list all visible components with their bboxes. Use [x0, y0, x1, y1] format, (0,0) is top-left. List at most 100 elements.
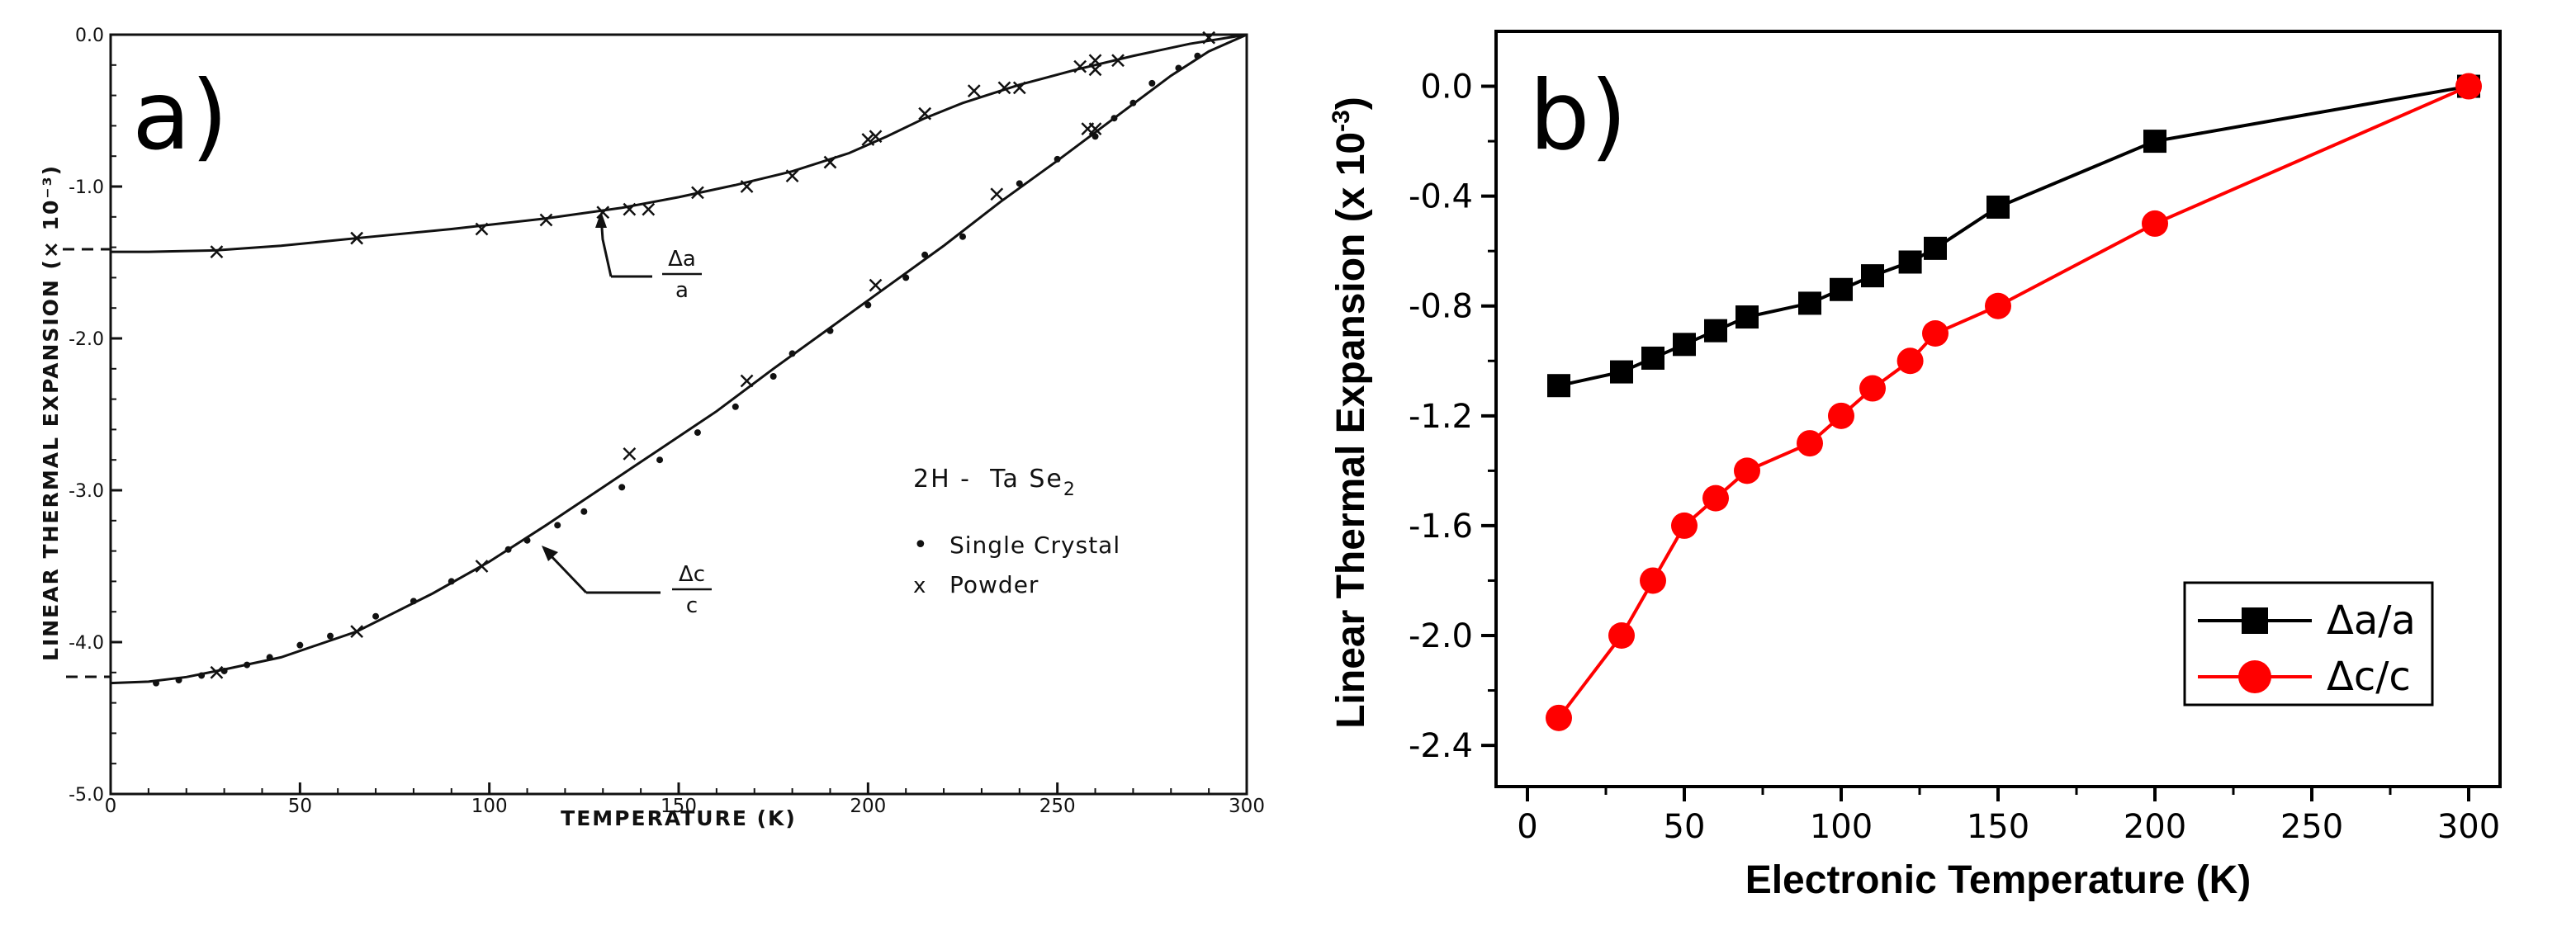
panel-a-single-crystal-point: [1110, 115, 1118, 122]
legend-delta-a-label: Δa/a: [2327, 598, 2416, 644]
panel-b-x-tick-label: 300: [2437, 808, 2500, 846]
panel-a-label: a): [132, 60, 228, 172]
panel-b-delta-c-point: [1734, 457, 1760, 484]
panel-a-x-tick-label: 300: [1229, 796, 1265, 817]
panel-a-single-crystal-point: [1129, 99, 1137, 106]
panel-b: b) 0 50 100 150 200 250 300 0.0 -0.4 -0.8 -1.2 -1.6…: [1328, 30, 2502, 902]
panel-a-powder-point: [1088, 63, 1102, 77]
panel-b-x-tick-label: 50: [1664, 808, 1706, 846]
panel-b-delta-c-point: [1546, 704, 1572, 731]
panel-a: a) 0 50 100 150 200 250 300 0.0 -1.0 -2.0 -3.0 -4.0…: [39, 26, 1265, 830]
panel-b-y-tick-label: -1.6: [1409, 508, 1473, 546]
panel-b-x-tick-label: 100: [1810, 808, 1873, 846]
panel-b-y-tick-label: 0.0: [1420, 69, 1473, 106]
panel-a-single-crystal-point: [447, 578, 455, 585]
legend-title-text: 2H - Ta Se: [913, 465, 1063, 494]
panel-b-delta-c-point: [1702, 484, 1729, 512]
panel-a-powder-point: [869, 130, 883, 144]
panel-a-y-tick-label: -4.0: [69, 633, 104, 654]
panel-b-delta-a-point: [1898, 250, 1922, 274]
panel-a-powder-point: [210, 665, 224, 679]
panel-b-delta-a-point: [1986, 195, 2010, 219]
legend-delta-c-label: Δc/c: [2327, 654, 2411, 700]
panel-b-delta-a-point: [1798, 291, 1821, 315]
panel-a-x-tick-label: 50: [288, 796, 312, 817]
panel-a-single-crystal-point: [618, 484, 626, 491]
panel-a-single-crystal-point: [175, 677, 182, 683]
panel-b-y-tick-label: -1.2: [1409, 398, 1473, 436]
panel-a-powder-point: [997, 81, 1011, 95]
panel-a-single-crystal-point: [694, 429, 701, 437]
panel-a-powder-point: [785, 169, 799, 183]
panel-a-single-crystal-point: [1148, 79, 1156, 87]
panel-a-x-tick-label: 100: [471, 796, 508, 817]
panel-a-fit-curve: [111, 33, 1248, 253]
panel-a-single-crystal-point: [554, 522, 561, 529]
panel-a-single-crystal-point: [959, 233, 966, 240]
panel-a-powder-point: [823, 155, 837, 169]
panel-a-powder-point: [350, 231, 364, 245]
panel-b-x-tick-label: 250: [2280, 808, 2343, 846]
panel-a-single-crystal-point: [296, 641, 304, 649]
panel-a-single-crystal-point: [656, 456, 664, 464]
panel-a-powder-point: [623, 447, 637, 461]
panel-a-powder-point: [740, 180, 754, 193]
panel-a-y-tick-label: -3.0: [69, 481, 104, 502]
panel-b-delta-c-point: [1896, 347, 1924, 375]
panel-a-single-crystal-point: [327, 632, 334, 640]
panel-a-powder-point: [210, 245, 224, 259]
annotation-delta-c-denominator: c: [686, 593, 698, 618]
panel-a-single-crystal-point: [580, 508, 588, 515]
panel-a-y-tick-label: -1.0: [69, 177, 104, 198]
panel-b-y-axis-title-exponent: -3: [1328, 110, 1355, 132]
panel-b-y-axis-title: Linear Thermal Expansion (x 10-3): [1328, 97, 1373, 729]
panel-b-y-tick-label: -0.8: [1409, 288, 1473, 326]
panel-a-legend: 2H - Ta Se2 • Single Crystal x Powder: [913, 465, 1120, 598]
panel-a-single-crystal-point: [504, 546, 512, 553]
panel-a-y-tick-label: -5.0: [69, 785, 104, 806]
panel-a-powder-point: [861, 133, 875, 146]
panel-b-y-tick-label: -0.4: [1409, 178, 1473, 216]
panel-a-single-crystal-point: [1175, 64, 1182, 72]
panel-b-delta-c-point: [1640, 567, 1666, 594]
panel-a-frame: [109, 33, 1248, 796]
panel-a-single-crystal-point: [244, 661, 251, 669]
panel-b-delta-c-point: [1985, 292, 2011, 319]
panel-a-powder-point: [596, 206, 610, 220]
panel-b-y-tick-label: -2.0: [1409, 617, 1473, 655]
panel-a-y-tick-label: 0.0: [75, 26, 104, 46]
panel-a-x-tick-label: 0: [105, 796, 117, 817]
panel-a-single-crystal-point: [921, 251, 929, 258]
panel-a-annotation-delta-c: Δc c: [542, 546, 712, 618]
panel-a-powder-point: [967, 84, 981, 97]
panel-a-powder-point: [539, 213, 553, 227]
panel-b-delta-c-point: [2455, 73, 2482, 100]
panel-b-delta-c-point: [1859, 375, 1886, 402]
panel-a-y-tick-label: -2.0: [69, 329, 104, 350]
panel-b-delta-c-point: [1828, 402, 1854, 429]
panel-b-y-tick-label: -2.4: [1409, 727, 1473, 765]
panel-b-delta-c-point: [1608, 622, 1635, 649]
panel-a-single-crystal-point: [1091, 133, 1099, 140]
panel-b-delta-a-point: [1610, 360, 1633, 384]
panel-b-x-axis-title: Electronic Temperature (K): [1745, 858, 2252, 902]
panel-a-single-crystal-point: [153, 679, 160, 687]
panel-b-delta-a-point: [1641, 346, 1664, 370]
panel-a-fit-curve: [110, 33, 1248, 685]
panel-a-single-crystal-point: [266, 654, 273, 661]
panel-b-x-tick-label: 200: [2124, 808, 2186, 846]
panel-a-single-crystal-point: [902, 274, 910, 281]
legend-powder-label: Powder: [949, 571, 1039, 598]
panel-a-x-tick-label: 150: [661, 796, 697, 817]
panel-a-single-crystal-point: [1054, 155, 1061, 163]
panel-b-x-tick-label: 150: [1967, 808, 2029, 846]
legend-delta-c-marker: [2238, 660, 2271, 693]
panel-a-single-crystal-point: [523, 536, 531, 544]
panel-b-x-tick-label: 0: [1517, 808, 1537, 846]
annotation-delta-c-numerator: Δc: [679, 562, 705, 587]
panel-b-delta-a-point: [1547, 374, 1570, 398]
legend-title-subscript: 2: [1063, 480, 1077, 500]
panel-a-single-crystal-point: [198, 672, 206, 679]
panel-b-delta-a-point: [1861, 264, 1884, 288]
